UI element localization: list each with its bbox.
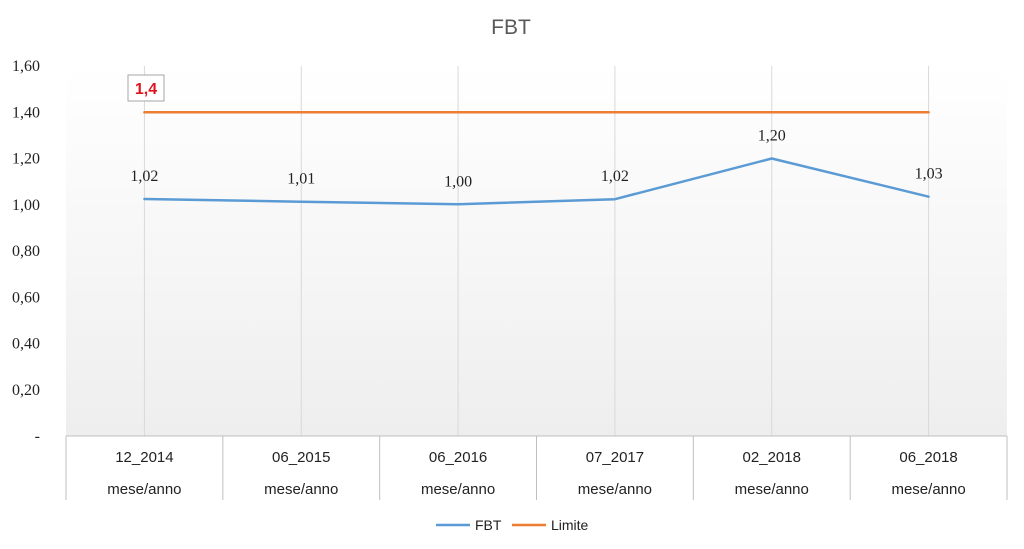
limit-callout: 1,4 bbox=[127, 74, 165, 102]
plot-area-background bbox=[66, 66, 1007, 436]
y-tick-label: 1,40 bbox=[12, 104, 40, 121]
x-category-sublabel: mese/anno bbox=[578, 481, 652, 498]
x-category-sublabel: mese/anno bbox=[891, 481, 965, 498]
x-category-label: 12_2014 bbox=[115, 449, 173, 466]
data-label: 1,20 bbox=[758, 128, 786, 145]
x-category-sublabel: mese/anno bbox=[264, 481, 338, 498]
x-category-label: 07_2017 bbox=[586, 449, 644, 466]
data-label: 1,03 bbox=[915, 166, 943, 183]
legend: FBT Limite bbox=[436, 517, 589, 533]
limit-callout-box bbox=[127, 74, 165, 102]
data-label: 1,00 bbox=[444, 173, 472, 190]
y-tick-label: 0,60 bbox=[12, 289, 40, 306]
x-category-sublabel: mese/anno bbox=[107, 481, 181, 498]
y-tick-label: 1,20 bbox=[12, 151, 40, 168]
y-tick-label: 1,00 bbox=[12, 197, 40, 214]
vertical-gridlines bbox=[143, 66, 930, 436]
data-label: 1,02 bbox=[130, 168, 158, 185]
x-category-label: 02_2018 bbox=[743, 449, 801, 466]
series-lines bbox=[143, 111, 930, 206]
chart-title: FBT bbox=[491, 16, 531, 39]
data-labels: 1,02 1,01 1,00 1,02 1,20 1,03 bbox=[130, 128, 942, 191]
y-tick-label: 1,60 bbox=[12, 58, 40, 75]
legend-label-limite: Limite bbox=[551, 517, 589, 533]
x-category-sublabel: mese/anno bbox=[735, 481, 809, 498]
y-axis: - 0,20 0,40 0,60 0,80 1,00 1,20 1,40 1,60 bbox=[12, 58, 40, 445]
y-tick-label: 0,20 bbox=[12, 382, 40, 399]
data-label: 1,02 bbox=[601, 168, 629, 185]
x-category-label: 06_2016 bbox=[429, 449, 487, 466]
y-tick-label: 0,80 bbox=[12, 243, 40, 260]
x-category-sublabel: mese/anno bbox=[421, 481, 495, 498]
legend-label-fbt: FBT bbox=[475, 517, 502, 533]
x-category-label: 06_2015 bbox=[272, 449, 330, 466]
limit-callout-label: 1,4 bbox=[135, 81, 157, 98]
x-category-label: 06_2018 bbox=[899, 449, 957, 466]
y-tick-label: - bbox=[35, 428, 40, 445]
y-tick-label: 0,40 bbox=[12, 336, 40, 353]
data-label: 1,01 bbox=[287, 171, 315, 188]
series-line-fbt bbox=[143, 157, 930, 206]
x-axis-table: 12_2014 mese/anno 06_2015 mese/anno 06_2016m… bbox=[65, 435, 1008, 500]
